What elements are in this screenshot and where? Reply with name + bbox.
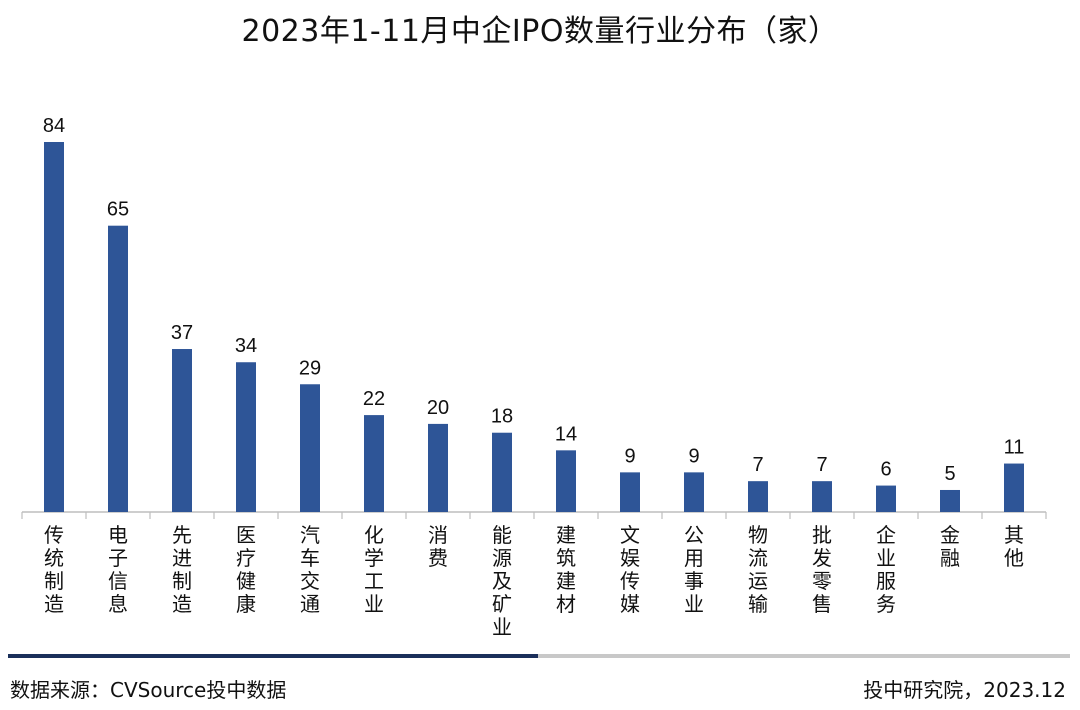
category-label: 化学工业 — [364, 523, 384, 616]
category-label: 企业服务 — [876, 523, 896, 616]
data-label: 9 — [688, 445, 699, 467]
data-label: 11 — [1004, 437, 1025, 459]
bar — [236, 362, 256, 512]
data-label: 20 — [427, 397, 449, 419]
data-label: 6 — [880, 459, 891, 481]
bar — [940, 489, 960, 512]
bar-chart: 84传统制造65电子信息37先进制造34医疗健康29汽车交通22化学工业20消费… — [21, 115, 1047, 639]
bar — [556, 450, 576, 512]
category-label: 传统制造 — [44, 523, 64, 616]
data-label: 29 — [299, 357, 321, 379]
data-label: 37 — [171, 322, 193, 344]
bar — [748, 481, 768, 512]
data-label: 14 — [555, 423, 577, 445]
category-label: 文娱传媒 — [620, 523, 640, 616]
bar — [364, 415, 384, 512]
category-label: 医疗健康 — [236, 523, 256, 616]
bar — [812, 481, 832, 512]
data-label: 34 — [235, 335, 257, 357]
category-label: 能源及矿业 — [492, 523, 512, 639]
category-label: 金融 — [940, 523, 960, 570]
bar — [684, 472, 704, 512]
bar — [876, 485, 896, 512]
category-label: 其他 — [1004, 523, 1024, 570]
chart-title: 2023年1-11月中企IPO数量行业分布（家） — [241, 14, 839, 49]
data-label: 9 — [624, 445, 635, 467]
category-label: 公用事业 — [684, 523, 704, 616]
footer-divider-dark — [8, 654, 538, 658]
category-label: 汽车交通 — [300, 523, 320, 616]
category-label: 建筑建材 — [556, 523, 576, 616]
bar — [44, 142, 64, 512]
source-note: 数据来源：CVSource投中数据 — [10, 678, 287, 702]
bar — [428, 423, 448, 512]
data-label: 7 — [752, 454, 763, 476]
data-label: 18 — [491, 406, 513, 428]
category-label: 先进制造 — [172, 523, 192, 616]
category-label: 物流运输 — [748, 523, 768, 616]
category-label: 消费 — [428, 523, 448, 570]
bar — [108, 225, 128, 512]
credit-note: 投中研究院，2023.12 — [863, 678, 1066, 702]
data-label: 22 — [363, 388, 385, 410]
bar — [172, 349, 192, 512]
bar — [492, 432, 512, 512]
category-label: 批发零售 — [812, 523, 832, 616]
data-label: 5 — [944, 463, 955, 485]
bar — [620, 472, 640, 512]
data-label: 65 — [107, 199, 129, 221]
category-label: 电子信息 — [108, 523, 128, 616]
bar — [300, 384, 320, 512]
bar — [1004, 463, 1024, 512]
data-label: 84 — [43, 115, 65, 137]
footer-divider-light — [538, 654, 1070, 658]
data-label: 7 — [816, 454, 827, 476]
